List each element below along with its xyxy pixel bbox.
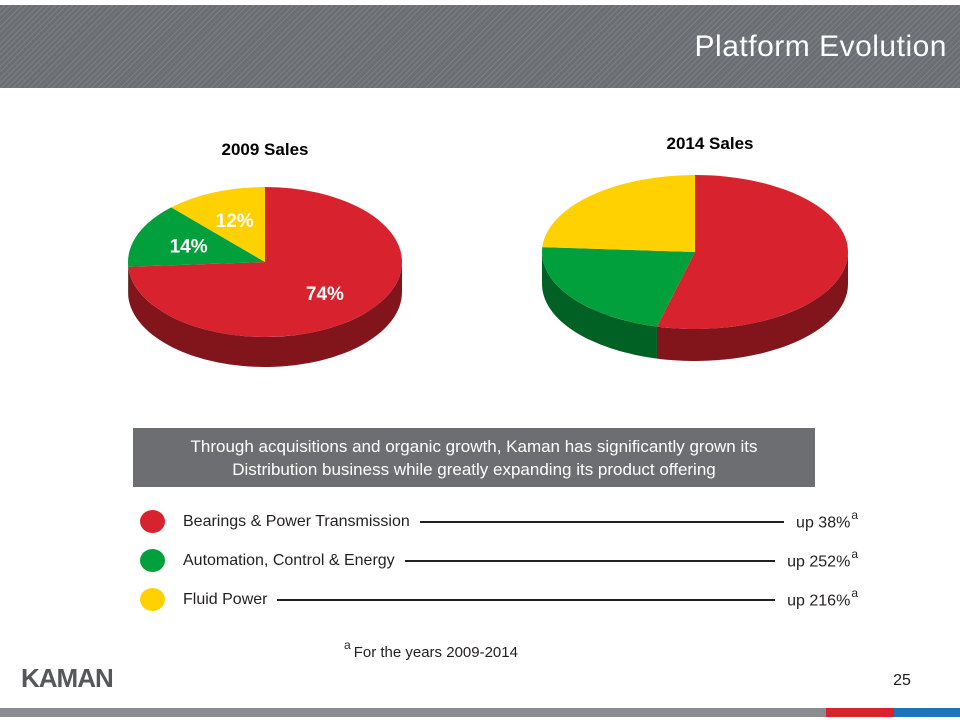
- legend-value: up 252%a: [787, 547, 858, 571]
- footnote-marker: a: [851, 586, 858, 601]
- title-banner: Platform Evolution: [0, 5, 960, 88]
- chart-title-2014: 2014 Sales: [666, 134, 754, 153]
- change-value: up 216%: [787, 592, 851, 610]
- footnote-marker: a: [851, 508, 858, 523]
- footnote: a For the years 2009-2014: [343, 638, 518, 661]
- change-value: up 252%: [787, 553, 851, 571]
- svg-text:74%: 74%: [306, 284, 344, 305]
- legend-row-fluid-power: Fluid Power up 216%a: [140, 580, 858, 619]
- leader-line: [277, 598, 776, 601]
- legend-value: up 38%a: [796, 508, 858, 532]
- legend-value: up 216%a: [787, 586, 858, 610]
- leader-line: [419, 520, 785, 523]
- chart-title-2009: 2009 Sales: [221, 140, 309, 159]
- footnote-text: For the years 2009-2014: [353, 644, 518, 661]
- kaman-logo: KAMAN: [21, 663, 114, 693]
- svg-text:14%: 14%: [170, 236, 208, 257]
- footer-bar-red-segment: [826, 708, 894, 717]
- message-box: Through acquisitions and organic growth,…: [133, 428, 815, 487]
- legend-row-automation: Automation, Control & Energy up 252%a: [140, 541, 858, 580]
- message-line-2: Distribution business while greatly expa…: [232, 459, 716, 479]
- page-number: 25: [893, 672, 911, 689]
- footnote-marker: a: [851, 547, 858, 562]
- legend-label: Automation, Control & Energy: [183, 551, 395, 569]
- red-dot-icon: [140, 510, 165, 533]
- leader-line: [404, 559, 776, 562]
- change-value: up 38%: [796, 514, 851, 532]
- message-line-1: Through acquisitions and organic growth,…: [190, 436, 758, 456]
- legend-label: Bearings & Power Transmission: [183, 512, 410, 530]
- green-dot-icon: [140, 549, 165, 572]
- slide-title: Platform Evolution: [694, 29, 947, 63]
- footnote-marker: a: [344, 638, 351, 652]
- svg-text:12%: 12%: [216, 211, 254, 232]
- legend-label: Fluid Power: [183, 590, 268, 608]
- legend: Bearings & Power Transmission up 38%a Au…: [140, 502, 858, 619]
- footer-bar-blue-segment: [894, 708, 960, 717]
- footer-accent-bar: [0, 708, 960, 717]
- legend-row-bearings: Bearings & Power Transmission up 38%a: [140, 502, 858, 541]
- pie-chart-2009-sales: 74% 14% 12%: [128, 187, 402, 368]
- yellow-dot-icon: [140, 588, 165, 611]
- pie-chart-2014-sales: [541, 175, 849, 361]
- footer-bar-gray-segment: [0, 708, 826, 717]
